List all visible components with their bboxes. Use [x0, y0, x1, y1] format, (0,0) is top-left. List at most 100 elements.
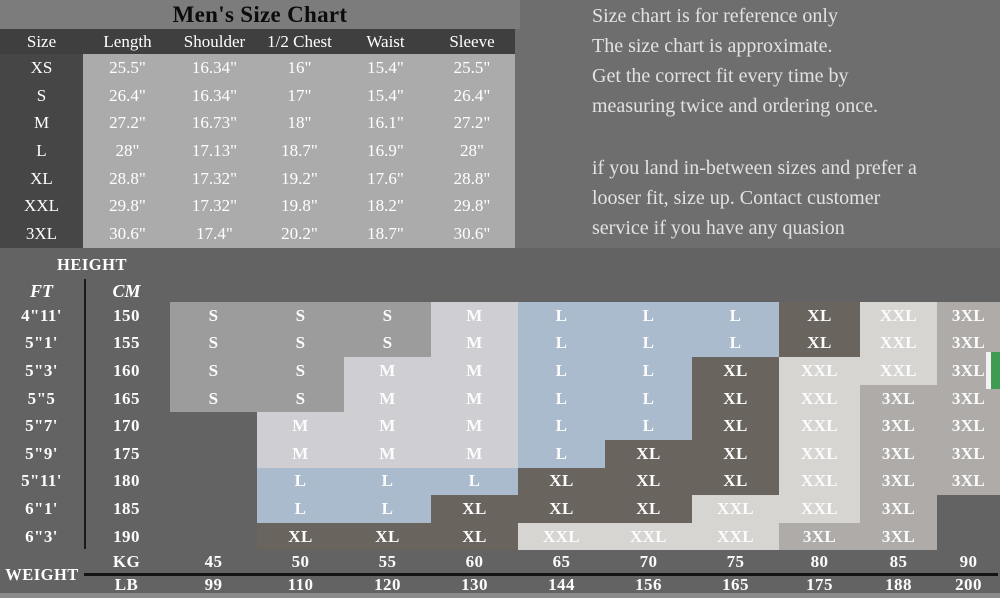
fit-matrix-cell: M	[431, 412, 518, 440]
weight-lb-cell: 175	[806, 575, 833, 594]
edge-tab-green	[991, 352, 1000, 389]
fit-matrix-cell: M	[344, 384, 431, 413]
fit-matrix-cell: S	[170, 357, 257, 385]
fit-matrix-cell: M	[344, 412, 431, 440]
note-line: if you land in-between sizes and prefer …	[592, 157, 917, 179]
kg-lb-divider-line	[84, 573, 998, 576]
fit-matrix-cell: XXL	[779, 412, 860, 440]
fit-matrix-cell: XL	[779, 302, 860, 330]
fit-matrix-cell: M	[344, 357, 431, 385]
size-table-value-cell: 19.8"	[257, 192, 342, 221]
height-ft-cell: 5"9'	[25, 443, 58, 463]
weight-lb-cell: 165	[722, 575, 749, 594]
size-table-header-cell: 1/2 Chest	[257, 29, 342, 54]
size-table-value-cell: 15.4"	[342, 81, 429, 110]
fit-matrix-cell: XL	[605, 467, 692, 496]
size-table-value-cell: 17.6"	[342, 164, 429, 193]
size-table-value-cell: 15.4"	[342, 54, 429, 82]
fit-matrix-empty-cell	[937, 495, 1000, 523]
size-table-header-cell: Waist	[342, 29, 429, 54]
fit-matrix-cell: 3XL	[860, 495, 937, 523]
cm-header: CM	[112, 280, 141, 301]
fit-matrix-cell: XXL	[692, 522, 779, 551]
fit-matrix-cell: L	[344, 467, 431, 496]
fit-matrix-cell: M	[431, 439, 518, 468]
size-table-value-cell: 17.32"	[172, 164, 257, 193]
height-cm-cell: 155	[113, 333, 140, 353]
size-table-size-cell: XS	[0, 54, 83, 82]
fit-matrix-cell: 3XL	[937, 467, 1000, 496]
fit-matrix-cell: S	[257, 384, 344, 413]
fit-matrix-cell: 3XL	[779, 522, 860, 551]
fit-matrix-cell: M	[431, 329, 518, 358]
fit-matrix-cell: S	[170, 329, 257, 358]
note-line: Get the correct fit every time by	[592, 65, 849, 87]
title-strip: Men's Size Chart	[0, 0, 520, 29]
fit-matrix-cell: 3XL	[937, 439, 1000, 468]
size-table-value-cell: 28.8"	[83, 164, 172, 193]
size-table-value-cell: 28"	[429, 137, 515, 165]
fit-matrix-cell: XXL	[860, 357, 937, 385]
fit-matrix-cell: M	[257, 439, 344, 468]
size-table-header-cell: Shoulder	[172, 29, 257, 54]
fit-matrix-cell: XXL	[692, 495, 779, 523]
fit-matrix-cell: 3XL	[937, 412, 1000, 440]
size-table-value-cell: 28.8"	[429, 164, 515, 193]
size-table-header-cell: Length	[83, 29, 172, 54]
fit-matrix-cell: L	[692, 302, 779, 330]
weight-kg-row: KG 45 50 55 60 65 70 75 80 85 90	[0, 551, 1000, 573]
fit-matrix-cell: 3XL	[937, 302, 1000, 330]
fit-matrix-cell: L	[257, 495, 344, 523]
fit-matrix-cell: M	[431, 384, 518, 413]
size-table-value-cell: 17.13"	[172, 137, 257, 165]
size-table-value-cell: 28"	[83, 137, 172, 165]
fit-matrix-cell: XL	[692, 384, 779, 413]
fit-matrix-cell: 3XL	[937, 384, 1000, 413]
fit-matrix-cell: L	[518, 384, 605, 413]
size-table-value-cell: 30.6"	[429, 220, 515, 248]
bottom-edge-strip	[0, 593, 1000, 598]
height-ft-cell: 5"5	[27, 388, 56, 408]
weight-axis-label: WEIGHT	[5, 565, 79, 584]
fit-matrix-cell: M	[431, 302, 518, 330]
size-table-value-cell: 17.4"	[172, 220, 257, 248]
fit-matrix-cell: XL	[257, 522, 344, 551]
weight-lb-cell: 144	[548, 575, 575, 594]
height-ft-cell: 4"11'	[21, 305, 62, 325]
size-table-value-cell: 16.73"	[172, 109, 257, 138]
note-paragraph-1: The size chart is approximate. Get the c…	[592, 31, 997, 121]
page-title: Men's Size Chart	[172, 1, 348, 27]
size-table-value-cell: 27.2"	[429, 109, 515, 138]
fit-matrix-cell: L	[518, 357, 605, 385]
size-table-size-cell: 3XL	[0, 220, 83, 248]
fit-matrix-cell: XXL	[860, 329, 937, 358]
fit-matrix-cell: XL	[518, 467, 605, 496]
weight-kg-cell: 50	[291, 552, 310, 571]
size-table-value-cell: 19.2"	[257, 164, 342, 193]
fit-matrix-cell: XL	[692, 439, 779, 468]
notes-panel: Size chart is for reference only The siz…	[592, 1, 997, 243]
fit-matrix-cell: S	[257, 302, 344, 330]
fit-matrix-cell: XL	[344, 522, 431, 551]
fit-matrix-cell: XL	[605, 495, 692, 523]
fit-matrix-cell: XXL	[779, 467, 860, 496]
fit-matrix-cell: M	[257, 412, 344, 440]
size-table-value-cell: 18.2"	[342, 192, 429, 221]
fit-matrix-cell: L	[605, 329, 692, 358]
size-table-value-cell: 25.5"	[429, 54, 515, 82]
size-table-value-cell: 29.8"	[83, 192, 172, 221]
fit-matrix-cell: 3XL	[860, 412, 937, 440]
size-table-value-cell: 25.5"	[83, 54, 172, 82]
weight-lb-cell: 156	[635, 575, 662, 594]
fit-matrix-empty-cell	[170, 468, 257, 496]
fit-matrix-cell: L	[605, 384, 692, 413]
fit-matrix-cell: XL	[692, 412, 779, 440]
fit-matrix-cell: XL	[605, 439, 692, 468]
fit-matrix-cell: XL	[431, 495, 518, 523]
weight-kg-cell: 70	[639, 552, 658, 571]
size-table-value-cell: 18"	[257, 109, 342, 138]
size-table-value-cell: 16.1"	[342, 109, 429, 138]
size-table-size-cell: XL	[0, 164, 83, 193]
size-table-value-cell: 29.8"	[429, 192, 515, 221]
